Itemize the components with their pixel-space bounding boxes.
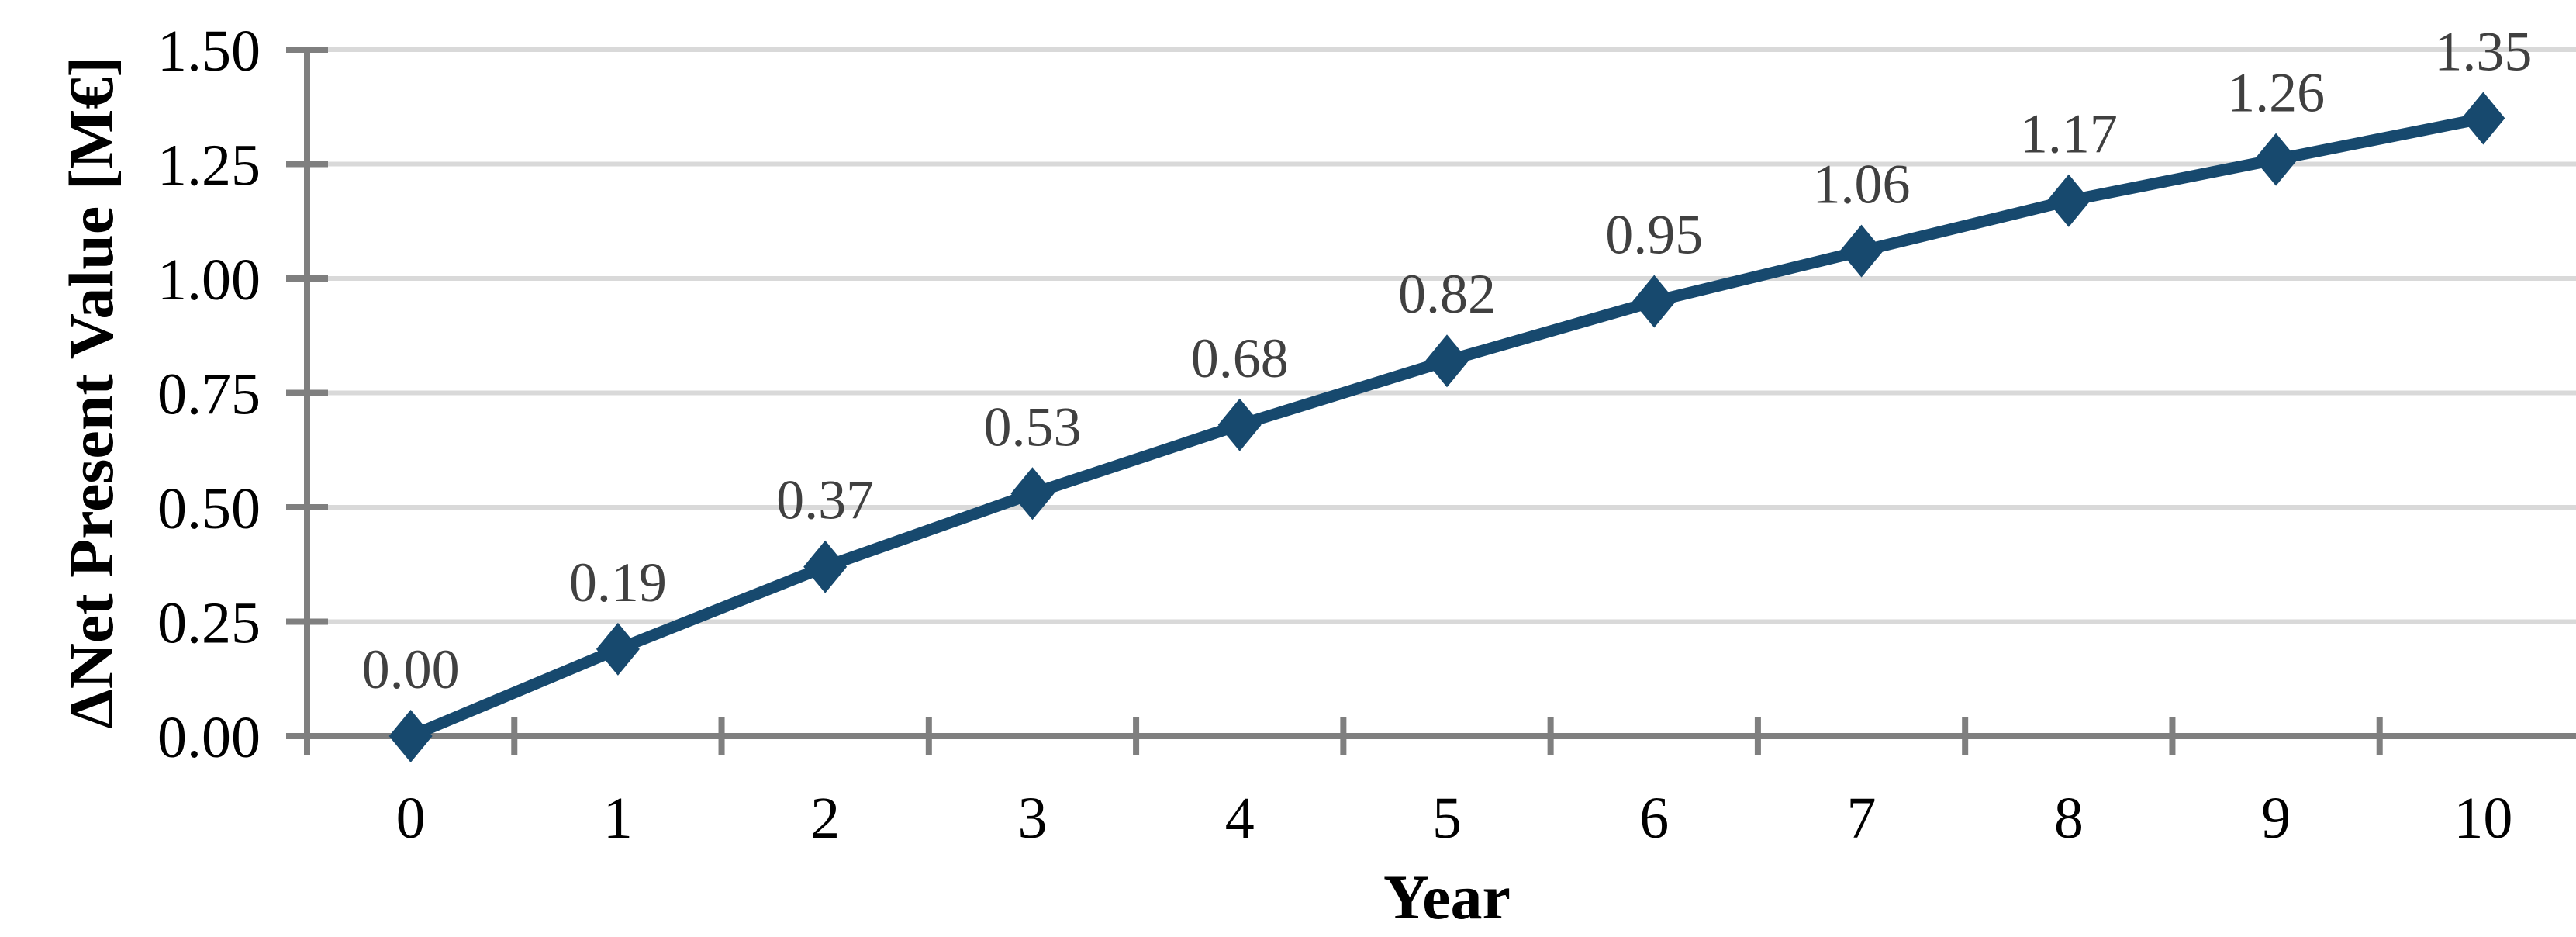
data-label: 0.37 xyxy=(776,469,874,531)
y-tick-label: 1.25 xyxy=(157,133,261,199)
data-label: 0.19 xyxy=(569,551,667,614)
npv-series-line xyxy=(405,112,2489,742)
data-point-marker xyxy=(1010,467,1055,520)
data-point-marker xyxy=(1839,224,1884,278)
data-label: 1.06 xyxy=(1813,154,1911,216)
data-point-markers xyxy=(388,92,2505,762)
data-label: 0.53 xyxy=(983,396,1081,458)
x-tick-label: 4 xyxy=(1225,786,1255,851)
x-tick-label: 2 xyxy=(810,786,840,851)
data-point-marker xyxy=(1425,334,1469,388)
data-point-marker xyxy=(2254,133,2298,186)
y-tick-label: 0.25 xyxy=(157,591,261,656)
data-point-marker xyxy=(2461,92,2505,145)
chart-canvas: 0.00 0.19 0.37 0.53 0.68 0.82 0.95 1.06 1.17 1.26… xyxy=(56,19,2576,932)
x-axis-title: Year xyxy=(1383,862,1511,932)
y-tick-label: 0.00 xyxy=(157,705,261,770)
y-tick-label: 1.00 xyxy=(157,247,261,313)
data-point-marker xyxy=(596,622,640,676)
x-tick-label: 5 xyxy=(1432,786,1462,851)
x-tick-label: 6 xyxy=(1639,786,1669,851)
x-tick-label: 9 xyxy=(2261,786,2291,851)
data-point-marker xyxy=(388,710,433,762)
x-axis-ticks xyxy=(304,717,2383,755)
x-tick-label: 0 xyxy=(396,786,426,851)
data-label: 0.68 xyxy=(1191,327,1289,389)
data-point-marker xyxy=(1632,275,1676,328)
data-label: 0.82 xyxy=(1398,263,1496,325)
series-line xyxy=(405,112,2489,742)
data-label: 1.35 xyxy=(2434,21,2532,83)
y-tick-label: 1.50 xyxy=(157,19,261,84)
data-label: 0.95 xyxy=(1605,204,1703,266)
y-axis-title: ΔNet Present Value [M€] xyxy=(56,56,126,728)
data-point-marker xyxy=(2046,174,2091,227)
data-label: 1.17 xyxy=(2020,103,2118,165)
data-label: 0.00 xyxy=(362,638,460,700)
data-point-marker xyxy=(1217,398,1262,451)
x-tick-label: 8 xyxy=(2054,786,2084,851)
y-tick-labels: 0.00 0.25 0.50 0.75 1.00 1.25 1.50 xyxy=(157,19,261,770)
x-tick-labels: 0 1 2 3 4 5 6 7 8 9 10 xyxy=(396,786,2513,851)
y-tick-label: 0.50 xyxy=(157,476,261,541)
x-tick-label: 1 xyxy=(603,786,633,851)
y-tick-label: 0.75 xyxy=(157,362,261,427)
data-label: 1.26 xyxy=(2227,62,2325,124)
x-tick-label: 7 xyxy=(1847,786,1877,851)
horizontal-gridlines xyxy=(307,47,2576,624)
x-tick-label: 10 xyxy=(2453,786,2512,851)
data-point-marker xyxy=(803,540,848,593)
x-tick-label: 3 xyxy=(1017,786,1047,851)
data-labels: 0.00 0.19 0.37 0.53 0.68 0.82 0.95 1.06 1.17 1.26… xyxy=(362,21,2533,701)
npv-line-chart-figure: 0.00 0.19 0.37 0.53 0.68 0.82 0.95 1.06 1.17 1.26… xyxy=(31,12,2576,937)
